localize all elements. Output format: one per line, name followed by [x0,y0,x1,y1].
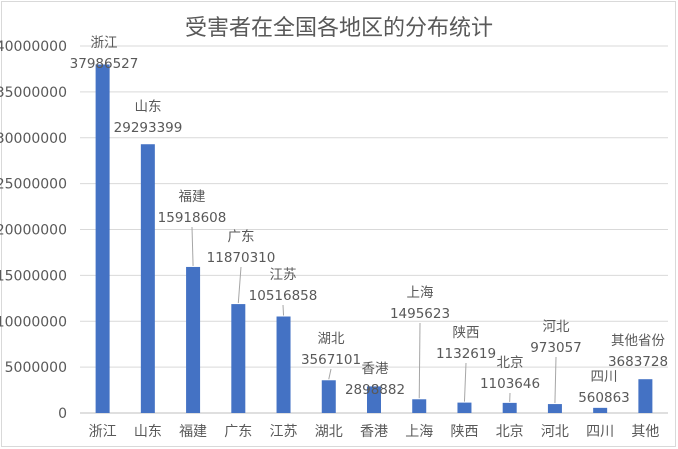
data-label-name: 四川 [591,369,618,385]
leader-line [418,322,421,399]
x-tick-label: 四川 [586,424,614,440]
data-label-value: 37986527 [70,56,139,72]
bar-广东 [231,304,246,413]
data-label-name: 广东 [228,229,255,245]
x-tick-label: 广东 [224,424,252,440]
data-label-value: 10516858 [249,288,318,304]
data-label-name: 湖北 [318,331,345,347]
x-tick-label: 香港 [360,424,388,440]
bar-福建 [186,266,201,413]
gridlines [80,45,668,414]
y-tick-label: 25000000 [0,177,67,193]
bar-香港 [367,386,381,413]
bar-上海 [412,399,427,413]
data-label-value: 560863 [578,390,630,406]
data-label-name: 香港 [362,361,389,377]
data-label-name: 山东 [135,99,162,115]
bar-湖北 [321,380,336,413]
y-tick-label: 0 [58,406,67,422]
bar-河北 [547,404,562,413]
bar-山东 [140,144,155,413]
chart-title: 受害者在全国各地区的分布统计 [184,16,493,41]
bar-北京 [502,402,517,413]
data-label-name: 福建 [179,189,206,205]
bar-陕西 [457,402,472,413]
x-tick-label: 浙江 [89,424,117,440]
x-tick-label: 北京 [496,424,524,440]
x-tick-label: 江苏 [270,424,298,440]
data-label-name: 上海 [407,285,434,301]
bars [95,64,653,413]
data-label-value: 3567101 [301,352,361,368]
data-label-name: 浙江 [91,35,118,51]
y-tick-label: 30000000 [0,131,67,147]
y-tick-label: 10000000 [0,314,67,330]
data-label-value: 973057 [530,340,582,356]
x-tick-label: 湖北 [315,424,343,440]
leader-line [282,304,285,316]
x-tick-label: 其他 [631,424,659,440]
bar-其他 [638,379,653,413]
y-tick-label: 20000000 [0,223,67,239]
y-tick-label: 40000000 [0,39,67,55]
bar-江苏 [276,316,291,413]
leader-line [191,226,194,266]
data-label-value: 15918608 [158,210,227,226]
data-label-value: 1103646 [480,376,540,392]
data-label-value: 1495623 [390,306,450,322]
leader-line [328,368,332,380]
data-label-name: 北京 [497,355,524,371]
bar-四川 [593,407,608,413]
x-tick-label: 上海 [405,424,433,440]
data-label-name: 其他省份 [611,333,665,349]
bar-浙江 [95,64,110,413]
x-tick-label: 福建 [179,424,207,440]
data-label-value: 3683728 [608,354,668,370]
data-label-name: 河北 [543,319,571,335]
x-tick-label: 河北 [541,424,569,440]
data-label-value: 29293399 [114,120,183,136]
data-label-name: 江苏 [270,267,297,283]
y-axis-tick-labels: 0 5000000 10000000 15000000 20000000 25000000… [0,39,67,422]
leader-line [237,266,242,304]
data-label-name: 陕西 [453,325,480,341]
x-axis-tick-labels: 浙江 山东 福建 广东 江苏 湖北 香港 上海 陕西 北京 河北 四川 其他 [89,424,660,440]
data-label-value: 1132619 [436,346,496,362]
x-tick-label: 山东 [134,424,162,440]
leader-line [463,362,467,402]
y-tick-label: 15000000 [0,268,67,284]
y-tick-label: 35000000 [0,85,67,101]
data-label-value: 11870310 [207,250,276,266]
leader-lines [191,226,557,404]
x-tick-label: 陕西 [450,424,478,440]
data-label-value: 2898882 [345,382,405,398]
leader-line [554,356,557,404]
y-tick-label: 5000000 [5,360,67,376]
